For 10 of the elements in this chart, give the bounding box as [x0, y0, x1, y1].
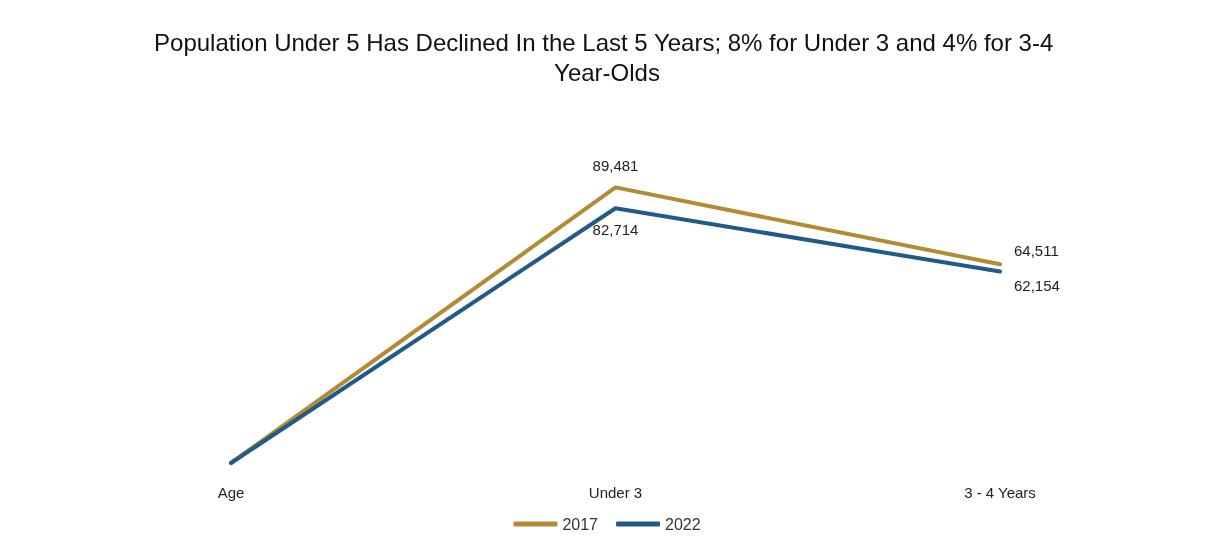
x-tick-label: Age: [217, 484, 245, 501]
legend-label: 2017: [562, 515, 599, 533]
data-label: 64,511: [1014, 241, 1059, 259]
x-tick-label: Under 3: [588, 484, 643, 501]
data-label: 82,714: [592, 221, 639, 239]
legend-label: 2022: [665, 515, 701, 533]
x-tick-label: 3 - 4 Years: [964, 484, 1036, 501]
chart-title: Population Under 5 Has Declined In the Last 5 Years; 8% for Under 3 and 4% for 3-4 Year-Olds: [154, 28, 1060, 86]
data-label: 62,154: [1014, 277, 1060, 295]
data-label: 89,481: [592, 157, 639, 175]
